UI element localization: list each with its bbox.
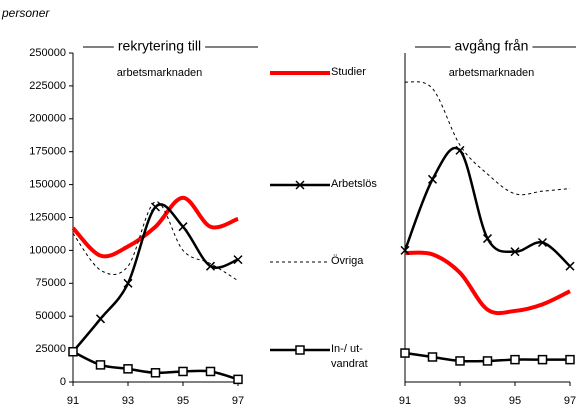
marker-x [510,247,520,257]
y-tick-label: 125000 [29,211,66,223]
panel-subtitle: arbetsmarknaden [449,67,535,79]
legend-label: In-/ ut- vandrat [331,343,368,370]
legend-marker [295,180,305,190]
marker-x [482,234,493,244]
marker-square [400,348,410,358]
legend-marker [295,345,305,355]
marker-x [565,261,575,271]
panel-subtitle: arbetsmarknaden [117,67,203,79]
marker-x [455,145,465,155]
y-tick-label: 175000 [29,146,66,158]
marker-x [123,278,133,288]
x-tick-label: 95 [509,395,521,407]
y-tick-label: 0 [60,376,66,388]
marker-square [95,360,106,370]
series-line [403,146,571,268]
marker-square [233,374,243,385]
marker-square [178,366,188,377]
x-tick-label: 91 [67,395,79,407]
x-tick-label: 97 [564,395,576,407]
legend-label: Studier [331,66,366,78]
marker-square [150,368,161,378]
marker-square [537,354,548,365]
y-tick-label: 100000 [29,244,66,256]
marker-x [400,245,410,255]
series-line [72,201,239,282]
x-tick-label: 91 [399,395,411,407]
y-tick-label: 25000 [35,343,66,355]
x-tick-label: 95 [177,395,189,407]
y-tick-label: 225000 [29,80,66,92]
panel-title: rekrytering till [118,38,201,54]
y-tick-label: 150000 [29,179,66,191]
marker-x [205,261,216,271]
marker-x [537,237,548,248]
x-tick-label: 97 [232,395,244,407]
marker-square [482,356,493,366]
legend-label: Arbetslös [331,178,377,190]
series-line [404,81,571,196]
x-tick-label: 93 [454,395,466,407]
y-tick-label: 200000 [29,113,66,125]
marker-square [455,356,465,366]
y-axis-label: personer [1,6,50,20]
marker-x [233,255,243,265]
legend-label: Övriga [331,255,364,267]
marker-x [427,174,438,184]
marker-x [178,222,188,232]
marker-square [123,364,133,374]
series-line [71,195,239,259]
marker-square [510,354,520,365]
panel-title: avgång från [455,38,529,54]
x-tick-label: 93 [122,395,134,407]
series-line [404,250,571,316]
marker-x [95,314,106,324]
marker-square [205,366,216,377]
marker-square [565,354,575,365]
y-tick-label: 50000 [35,310,66,322]
y-tick-label: 250000 [29,47,66,59]
marker-square [68,346,78,357]
marker-square [427,352,438,362]
y-tick-label: 75000 [35,277,66,289]
